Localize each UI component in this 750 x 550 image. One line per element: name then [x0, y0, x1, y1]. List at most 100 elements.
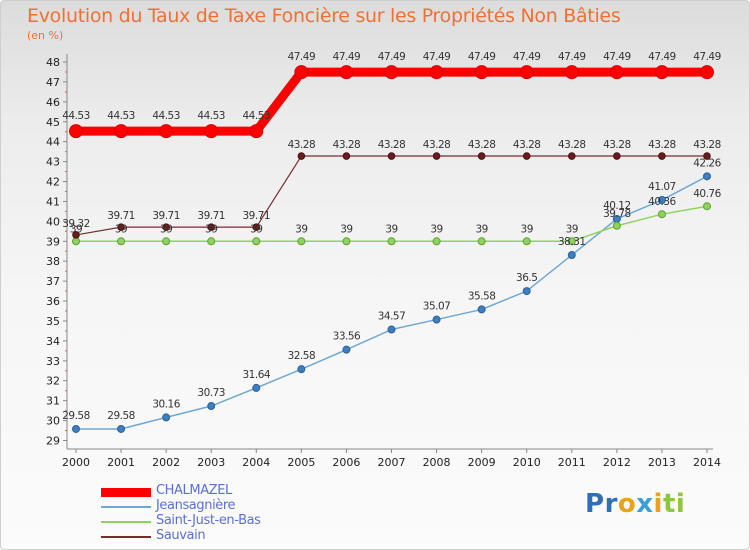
- data-label: 47.49: [603, 51, 631, 63]
- data-point: [567, 152, 576, 160]
- legend-label: Sauvain: [156, 528, 206, 543]
- data-point: [342, 237, 351, 246]
- legend-swatch: [101, 506, 151, 508]
- y-tick-label: 29: [46, 435, 60, 448]
- data-label: 39: [340, 223, 352, 235]
- data-point: [207, 402, 216, 411]
- data-label: 47.49: [378, 51, 406, 63]
- data-point: [522, 237, 531, 246]
- data-label: 35.58: [468, 290, 496, 302]
- data-point: [207, 223, 216, 231]
- data-point: [294, 65, 309, 80]
- data-label: 47.49: [468, 51, 496, 63]
- data-point: [339, 65, 354, 80]
- x-tick-label: 2001: [107, 456, 135, 469]
- y-tick-label: 39: [46, 235, 60, 248]
- data-point: [252, 237, 261, 246]
- x-tick-label: 2012: [603, 456, 631, 469]
- data-label: 39: [521, 223, 533, 235]
- data-label: 43.28: [603, 139, 631, 151]
- data-label: 44.53: [197, 110, 225, 122]
- data-point: [703, 172, 711, 181]
- data-point: [432, 315, 441, 324]
- data-label: 43.28: [378, 139, 406, 151]
- data-point: [474, 65, 489, 80]
- data-label: 39: [160, 223, 172, 235]
- data-point: [567, 251, 576, 260]
- data-label: 30.73: [197, 387, 225, 399]
- x-tick-label: 2006: [332, 456, 360, 469]
- data-point: [117, 223, 125, 231]
- data-label: 43.28: [648, 139, 676, 151]
- data-point: [249, 124, 264, 139]
- data-label: 43.28: [423, 139, 451, 151]
- data-point: [204, 124, 219, 139]
- data-label: 44.53: [243, 110, 271, 122]
- data-label: 29.58: [107, 410, 135, 422]
- data-point: [114, 124, 129, 139]
- data-label: 39.71: [243, 210, 271, 222]
- data-point: [117, 237, 126, 246]
- data-point: [429, 65, 444, 80]
- data-label: 47.49: [513, 51, 541, 63]
- legend-swatch: [101, 536, 151, 538]
- y-tick-label: 32: [46, 375, 60, 388]
- data-point: [117, 424, 126, 433]
- data-point: [657, 196, 666, 205]
- y-tick-label: 40: [46, 215, 60, 228]
- data-point: [432, 152, 441, 160]
- data-point: [297, 152, 306, 160]
- x-tick-label: 2013: [648, 456, 676, 469]
- data-point: [567, 237, 576, 246]
- data-label: 44.53: [62, 110, 90, 122]
- data-label: 39: [115, 223, 127, 235]
- data-point: [252, 223, 261, 231]
- y-tick-label: 42: [46, 176, 60, 189]
- x-tick-label: 2011: [558, 456, 586, 469]
- data-label: 29.58: [62, 410, 90, 422]
- data-label: 39: [566, 223, 578, 235]
- data-label: 43.28: [333, 139, 361, 151]
- data-label: 39: [295, 223, 307, 235]
- data-point: [477, 305, 486, 314]
- data-point: [432, 237, 441, 246]
- data-label: 35.07: [423, 301, 451, 313]
- data-label: 43.28: [693, 139, 721, 151]
- y-tick-label: 46: [46, 96, 60, 109]
- logo-letter: o: [617, 489, 637, 519]
- data-point: [297, 365, 306, 374]
- data-point: [384, 65, 399, 80]
- data-label: 39: [70, 223, 82, 235]
- data-point: [612, 221, 621, 230]
- data-label: 40.36: [648, 196, 676, 208]
- data-point: [252, 383, 261, 392]
- data-point: [477, 237, 486, 246]
- data-label: 31.64: [243, 369, 271, 381]
- data-label: 39.78: [603, 208, 631, 220]
- logo-letter: r: [604, 489, 618, 519]
- data-point: [613, 152, 621, 160]
- data-label: 34.57: [378, 311, 406, 323]
- data-point: [700, 65, 714, 80]
- data-label: 47.49: [558, 51, 586, 63]
- y-tick-label: 38: [46, 255, 60, 268]
- x-tick-label: 2003: [197, 456, 225, 469]
- legend-swatch: [101, 521, 151, 523]
- data-label: 43.28: [558, 139, 586, 151]
- data-label: 47.49: [288, 51, 316, 63]
- data-point: [162, 223, 170, 231]
- data-point: [703, 202, 711, 211]
- x-tick-label: 2000: [62, 456, 90, 469]
- data-point: [162, 413, 171, 422]
- legend-label: Jeansagnière: [156, 498, 236, 513]
- data-label: 42.26: [693, 157, 721, 169]
- data-label: 39: [475, 223, 487, 235]
- data-point: [658, 152, 666, 160]
- series-line-chalmazel: [76, 67, 707, 136]
- y-tick-label: 45: [46, 116, 60, 129]
- logo-letter: P: [585, 489, 605, 519]
- logo-letter: t: [662, 489, 676, 519]
- data-label: 38.31: [558, 236, 586, 248]
- data-label: 32.58: [288, 350, 316, 362]
- data-label: 44.53: [107, 110, 135, 122]
